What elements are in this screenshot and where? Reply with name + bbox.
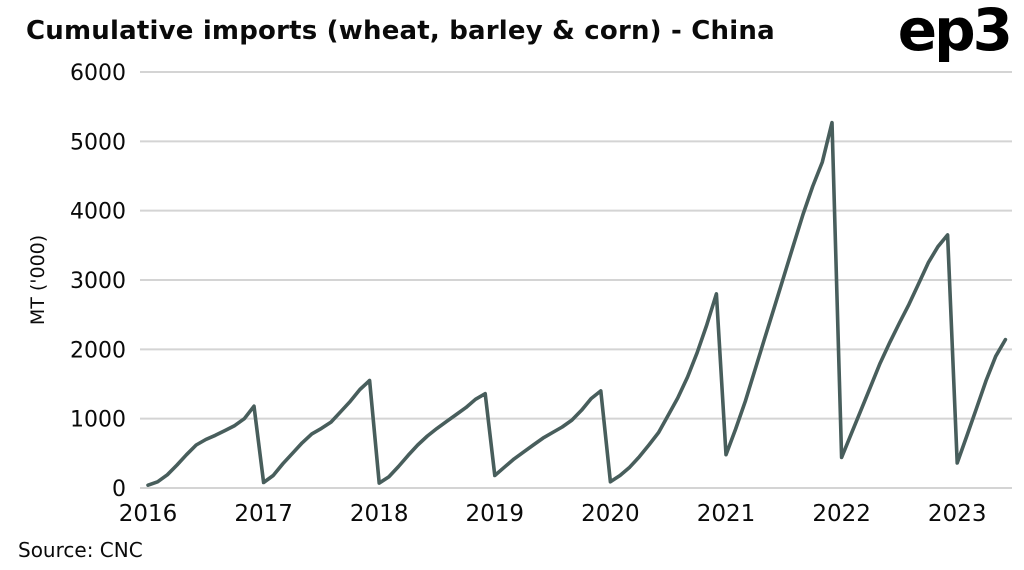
- x-tick-label: 2023: [928, 501, 987, 527]
- y-tick-label: 4000: [70, 200, 126, 225]
- x-tick-label: 2022: [812, 501, 871, 527]
- x-tick-label: 2017: [234, 501, 293, 527]
- y-tick-label: 2000: [70, 338, 126, 363]
- y-axis-title: MT ('000): [27, 235, 49, 325]
- x-tick-label: 2019: [466, 501, 525, 527]
- y-tick-label: 0: [112, 477, 126, 502]
- y-tick-label: 1000: [70, 408, 126, 433]
- x-tick-label: 2021: [697, 501, 756, 527]
- chart-title: Cumulative imports (wheat, barley & corn…: [26, 16, 775, 46]
- y-tick-label: 3000: [70, 269, 126, 294]
- x-tick-label: 2018: [350, 501, 409, 527]
- x-tick-label: 2016: [119, 501, 178, 527]
- y-tick-label: 5000: [70, 130, 126, 155]
- series-line-cumulative-imports: [146, 120, 1008, 487]
- x-tick-label: 2020: [581, 501, 640, 527]
- ep3-logo: ep3: [897, 0, 1013, 64]
- y-tick-label: 6000: [70, 61, 126, 86]
- source-label: Source: CNC: [18, 538, 143, 562]
